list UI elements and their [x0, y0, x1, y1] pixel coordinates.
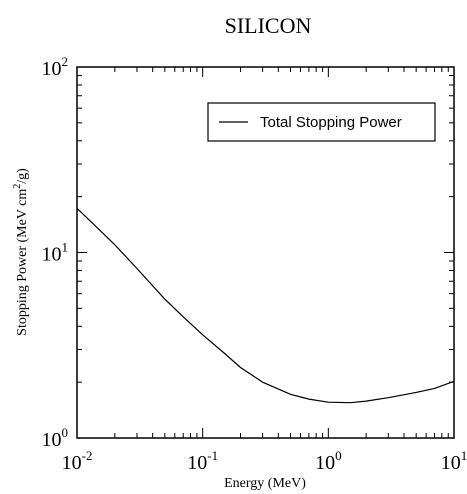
y-axis-label-sup: 2 [12, 184, 23, 189]
y-axis-ticks [77, 66, 454, 439]
x-tick-label: 10-1 [187, 448, 218, 474]
x-tick-labels: 10-2 10-1 100 101 [62, 448, 467, 474]
x-tick-label: 10-2 [62, 448, 93, 474]
y-tick-label-base: 10 [42, 58, 62, 80]
x-tick-label-exponent: 0 [335, 448, 342, 463]
series-line-total-stopping-power [76, 207, 455, 404]
y-tick-label: 100 [42, 425, 69, 451]
y-tick-label-exponent: 2 [62, 54, 69, 69]
legend-label: Total Stopping Power [260, 114, 402, 131]
y-tick-label-exponent: 1 [62, 240, 69, 255]
x-tick-label-exponent: 1 [461, 448, 467, 463]
x-tick-label-exponent: -1 [207, 448, 218, 463]
x-tick-label: 101 [441, 448, 467, 474]
y-axis-label: Stopping Power (MeV cm2/g) [12, 168, 30, 336]
x-tick-label-exponent: -2 [82, 448, 93, 463]
x-tick-label-base: 10 [315, 452, 335, 474]
y-tick-label: 101 [42, 240, 69, 266]
legend: Total Stopping Power [207, 102, 436, 142]
x-tick-label: 100 [315, 448, 342, 474]
x-axis-label: Energy (MeV) [224, 476, 306, 491]
x-tick-label-base: 10 [187, 452, 207, 474]
chart-title: SILICON [225, 13, 312, 38]
y-tick-label-exponent: 0 [62, 425, 69, 440]
x-tick-label-base: 10 [62, 452, 82, 474]
y-tick-label-base: 10 [42, 244, 62, 266]
y-tick-label-base: 10 [42, 429, 62, 451]
x-tick-label-base: 10 [441, 452, 461, 474]
y-axis-label-tail: /g) [15, 168, 30, 184]
y-tick-label: 102 [42, 54, 69, 80]
y-axis-label-main: Stopping Power (MeV cm [15, 189, 30, 336]
x-axis-ticks [76, 67, 455, 438]
